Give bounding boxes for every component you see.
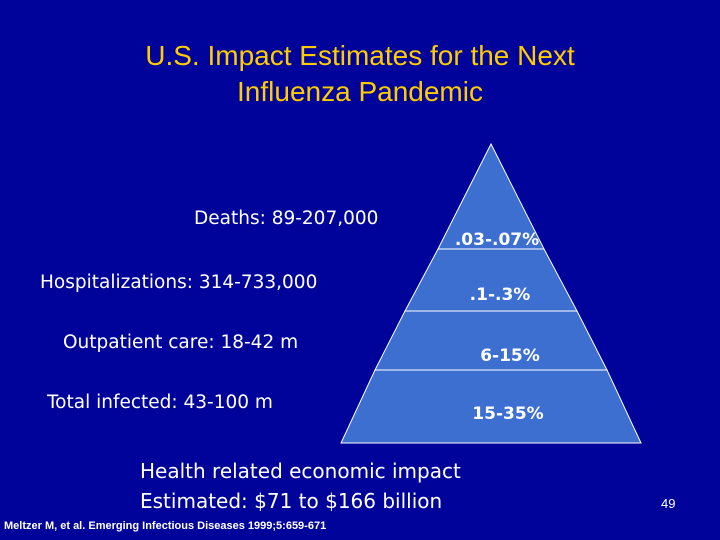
slide-title: U.S. Impact Estimates for the Next Influ…: [0, 38, 720, 110]
tier-3-label: 6-15%: [480, 346, 540, 366]
deaths-stat: Deaths: 89-207,000: [194, 208, 379, 229]
infected-stat: Total infected: 43-100 m: [47, 392, 273, 413]
title-line-2: Influenza Pandemic: [237, 76, 483, 107]
economic-line-1: Health related economic impact: [140, 459, 461, 483]
pyramid-tier-4: [340, 369, 642, 444]
tier-4-label: 15-35%: [472, 404, 543, 424]
citation: Meltzer M, et al. Emerging Infectious Di…: [4, 520, 327, 532]
economic-impact: Health related economic impact Estimated…: [140, 456, 461, 516]
economic-line-2: Estimated: $71 to $166 billion: [140, 489, 443, 513]
hospitalizations-stat: Hospitalizations: 314-733,000: [40, 272, 318, 293]
page-number: 49: [661, 496, 676, 511]
title-line-1: U.S. Impact Estimates for the Next: [145, 40, 575, 71]
outpatient-stat: Outpatient care: 18-42 m: [63, 332, 299, 353]
tier-1-label: .03-.07%: [455, 230, 539, 250]
tier-2-label: .1-.3%: [470, 285, 531, 305]
